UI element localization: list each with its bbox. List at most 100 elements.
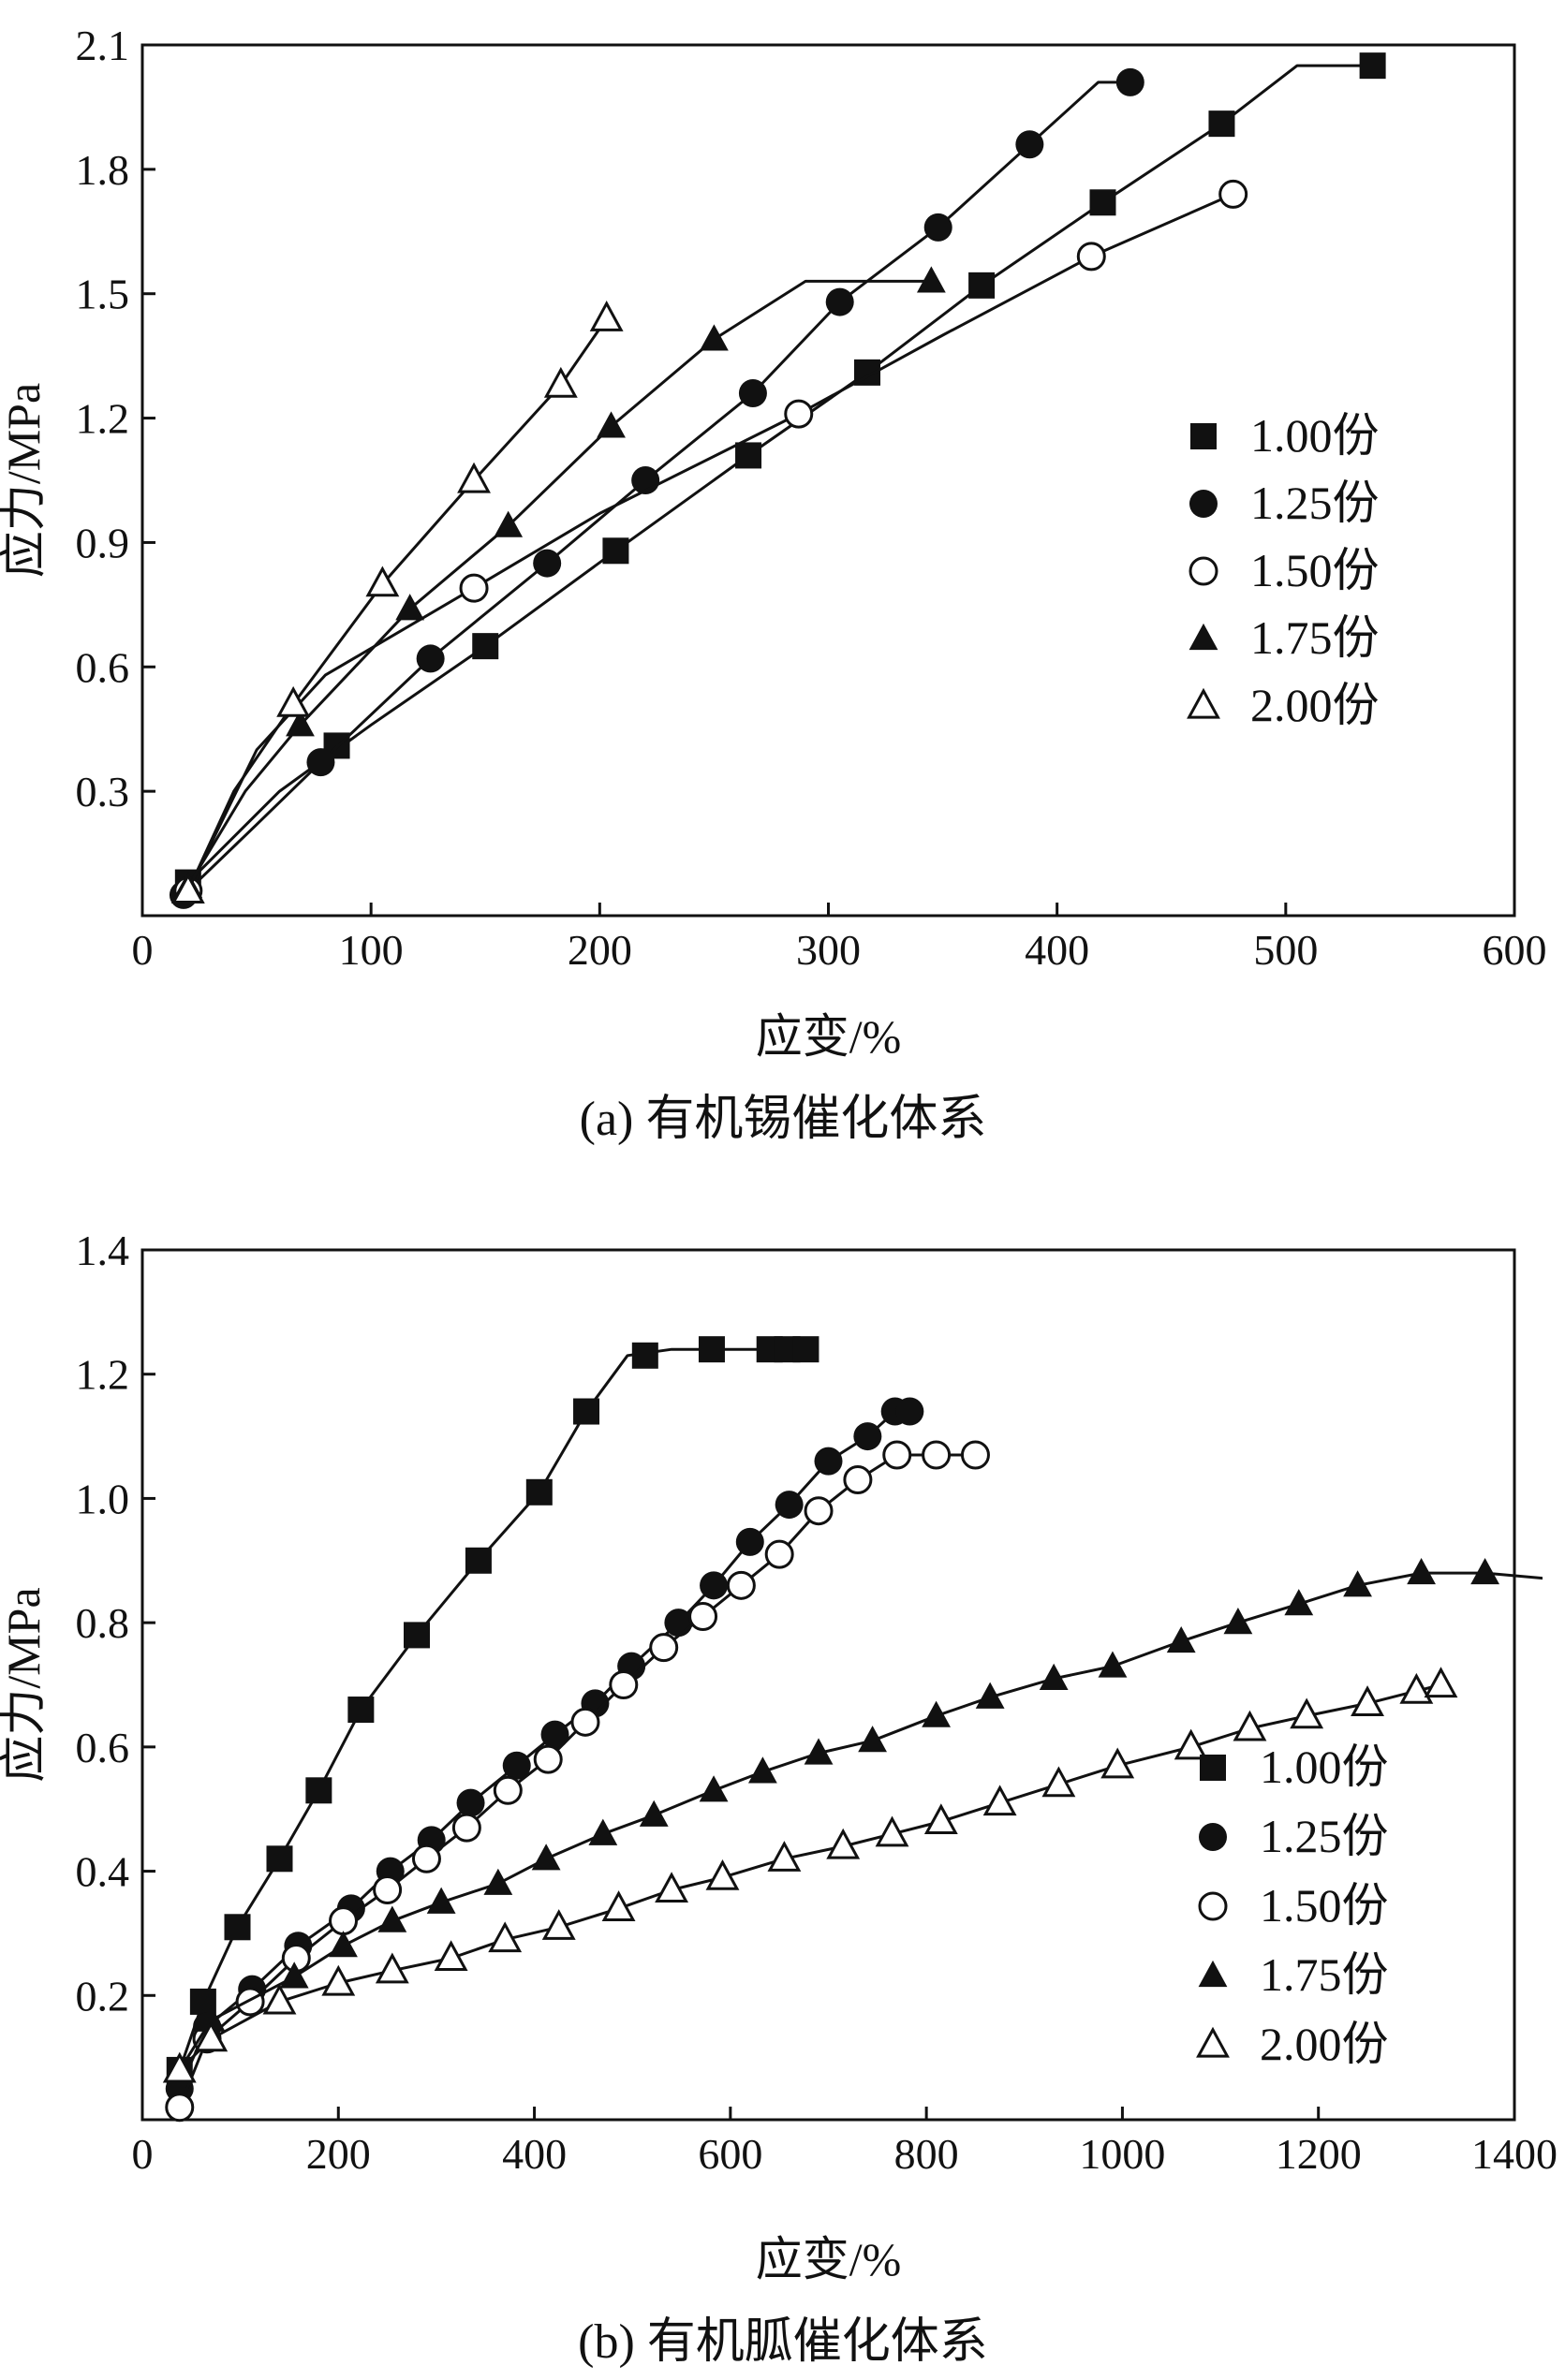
- data-point: [1223, 1608, 1253, 1635]
- data-point: [502, 1751, 531, 1780]
- data-point: [262, 1983, 297, 2015]
- data-point: [375, 1952, 409, 1984]
- legend-label: 1.50份: [1260, 1879, 1389, 1932]
- data-point: [895, 1397, 924, 1426]
- y-tick-label: 2.1: [76, 22, 130, 69]
- data-point: [416, 644, 445, 673]
- data-point: [165, 2093, 195, 2123]
- data-point: [698, 1336, 725, 1363]
- data-point: [705, 1858, 740, 1890]
- data-point: [922, 1440, 952, 1470]
- y-axis-title: 应力/MPa: [0, 383, 50, 578]
- data-point: [540, 1720, 569, 1749]
- x-axis-title: 应变/%: [756, 2233, 902, 2285]
- series-1: [166, 1336, 819, 2083]
- data-point: [1284, 1589, 1314, 1616]
- data-point: [792, 1336, 819, 1363]
- data-point: [923, 1803, 958, 1835]
- data-point: [1076, 242, 1106, 272]
- y-tick-label: 0.9: [76, 519, 130, 566]
- x-tick-label: 1000: [1079, 2130, 1165, 2178]
- data-point: [814, 1447, 843, 1476]
- x-tick-label: 200: [306, 2130, 371, 2178]
- y-tick-label: 0.6: [76, 643, 130, 691]
- x-tick-label: 600: [1483, 926, 1547, 974]
- x-tick-label: 200: [568, 926, 632, 974]
- data-point: [279, 1961, 309, 1989]
- y-tick-label: 1.0: [76, 1475, 130, 1522]
- data-point: [1424, 1667, 1458, 1698]
- data-point: [525, 1478, 553, 1506]
- y-tick-label: 1.5: [76, 271, 130, 318]
- data-point: [960, 1440, 990, 1470]
- data-point: [321, 1964, 356, 1996]
- data-point: [465, 1547, 492, 1574]
- data-point: [1100, 1747, 1135, 1779]
- y-tick-label: 1.4: [76, 1227, 130, 1274]
- series-1: [174, 52, 1386, 896]
- x-tick-label: 0: [132, 926, 154, 974]
- y-axis-title: 应力/MPa: [0, 1587, 50, 1782]
- data-point: [858, 1726, 887, 1753]
- legend-marker: [1190, 423, 1217, 449]
- legend: 1.00份 1.25份 1.50份 1.75份 2.00份: [1187, 409, 1380, 731]
- data-point: [1115, 67, 1144, 96]
- series-5: [162, 1667, 1458, 2083]
- legend-label: 1.75份: [1250, 611, 1380, 664]
- x-tick-label: 800: [894, 2130, 959, 2178]
- x-tick-label: 400: [502, 2130, 567, 2178]
- y-tick-label: 0.8: [76, 1599, 130, 1647]
- x-tick-label: 400: [1025, 926, 1089, 974]
- data-point: [688, 1602, 718, 1632]
- legend-marker: [1187, 687, 1220, 719]
- legend-marker: [1198, 1960, 1228, 1988]
- data-point: [573, 1398, 600, 1425]
- data-point: [916, 266, 946, 293]
- data-point: [276, 685, 311, 717]
- y-tick-label: 0.2: [76, 1972, 130, 2020]
- figure-caption: (a) 有机锡催化体系: [580, 1093, 987, 1146]
- legend-item: 1.75份: [1198, 1948, 1389, 2001]
- data-point: [531, 1844, 561, 1871]
- data-point: [968, 272, 996, 299]
- data-point: [735, 1527, 764, 1556]
- data-point: [404, 1622, 430, 1649]
- data-point: [700, 324, 729, 351]
- y-tick-label: 0.6: [76, 1724, 130, 1771]
- data-point: [286, 710, 315, 737]
- legend-label: 1.25份: [1250, 477, 1380, 529]
- data-point: [1208, 110, 1235, 138]
- y-tick-label: 1.2: [76, 1351, 130, 1399]
- data-point: [875, 1815, 909, 1847]
- data-point: [483, 1868, 513, 1895]
- data-point: [472, 633, 499, 660]
- data-point: [411, 1844, 441, 1873]
- data-point: [347, 1697, 375, 1724]
- data-point: [843, 1465, 873, 1495]
- x-tick-label: 300: [796, 926, 861, 974]
- data-point: [804, 1496, 834, 1526]
- data-point: [224, 1914, 251, 1941]
- legend-marker: [1199, 1823, 1227, 1851]
- data-point: [923, 213, 952, 242]
- data-point: [235, 1987, 265, 2017]
- data-point: [726, 1570, 756, 1600]
- x-tick-label: 100: [339, 926, 404, 974]
- legend-item: 1.50份: [1189, 544, 1380, 596]
- series-line: [186, 193, 1234, 892]
- x-tick-label: 1200: [1276, 2130, 1362, 2178]
- series-4: [173, 266, 946, 899]
- legend-marker: [1189, 556, 1218, 586]
- data-point: [649, 1633, 679, 1663]
- data-point: [543, 366, 578, 398]
- series-3: [165, 1440, 990, 2123]
- data-point: [266, 1845, 293, 1873]
- data-point: [764, 1539, 794, 1569]
- data-point: [434, 1940, 468, 1972]
- data-point: [767, 1841, 802, 1872]
- legend-label: 2.00份: [1250, 679, 1380, 731]
- x-axis-title: 应变/%: [756, 1010, 902, 1063]
- data-point: [1218, 179, 1248, 209]
- legend-label: 1.75份: [1260, 1948, 1389, 2001]
- data-point: [373, 1874, 403, 1904]
